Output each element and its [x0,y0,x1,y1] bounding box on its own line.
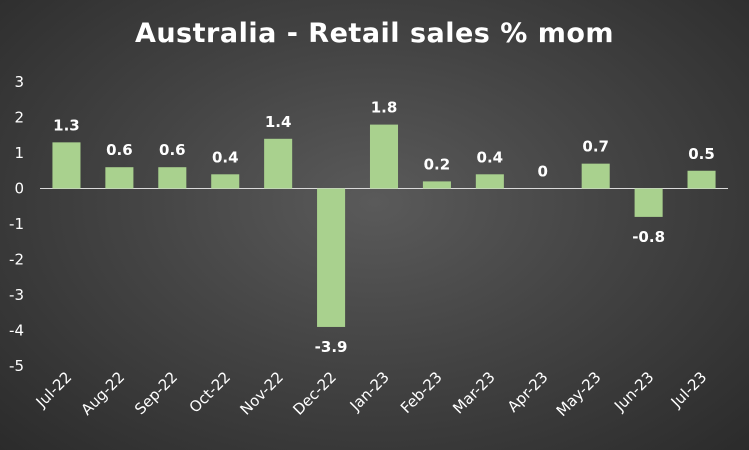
data-label: 0.6 [159,141,186,159]
data-label: 1.3 [53,116,80,134]
chart-title: Australia - Retail sales % mom [134,18,615,49]
data-label: 0.2 [424,155,451,173]
bar [317,188,346,327]
bar [634,188,663,217]
bar [581,163,610,189]
x-tick-label: May-23 [553,368,605,420]
y-tick-label: 3 [14,73,24,91]
y-tick-label: 1 [14,144,24,162]
bar [687,170,716,189]
bars-group [52,124,716,327]
data-label: 0.4 [212,148,239,166]
x-tick-label: Jul-23 [667,368,711,412]
x-tick-label: Jul-22 [32,368,76,412]
bar [105,167,134,189]
data-label: 1.8 [371,99,398,117]
y-tick-label: -3 [9,286,24,304]
y-tick-label: -5 [9,357,24,375]
bar [211,174,240,189]
y-tick-label: -4 [9,322,24,340]
data-labels-group: 1.3 0.6 0.6 0.4 1.4 -3.9 1.8 0.2 0.4 0 0.7 -0.8 0.5 [53,99,715,356]
bar [369,124,399,189]
data-label: 1.4 [265,113,292,131]
bar [422,181,451,189]
y-tick-label: -1 [9,215,24,233]
data-label: -3.9 [315,338,348,356]
x-tick-label: Jun-23 [610,368,657,415]
x-tick-label: Jan-23 [346,368,393,415]
data-label: 0.4 [477,148,504,166]
x-tick-label: Sep-22 [131,368,181,418]
data-label: 0 [538,163,548,181]
x-tick-label: Mar-23 [449,368,498,417]
x-tick-label: Oct-22 [186,368,234,416]
x-tick-label: Dec-22 [289,368,340,419]
data-label: 0.7 [582,138,609,156]
y-axis: 3 2 1 0 -1 -2 -3 -4 -5 [9,73,24,375]
x-axis: Jul-22 Aug-22 Sep-22 Oct-22 Nov-22 Dec-22 Jan-… [32,368,711,420]
bar [52,142,81,189]
y-tick-label: -2 [9,251,24,269]
data-label: 0.6 [106,141,133,159]
data-label: 0.5 [688,145,715,163]
x-tick-label: Aug-22 [77,368,128,419]
x-tick-label: Apr-23 [504,368,552,416]
bar [264,138,293,189]
bar [158,167,187,189]
x-tick-label: Feb-23 [397,368,446,417]
y-tick-label: 2 [14,109,24,127]
bar [475,174,504,189]
x-tick-label: Nov-22 [237,368,287,418]
y-tick-label: 0 [14,180,24,198]
data-label: -0.8 [632,228,665,246]
